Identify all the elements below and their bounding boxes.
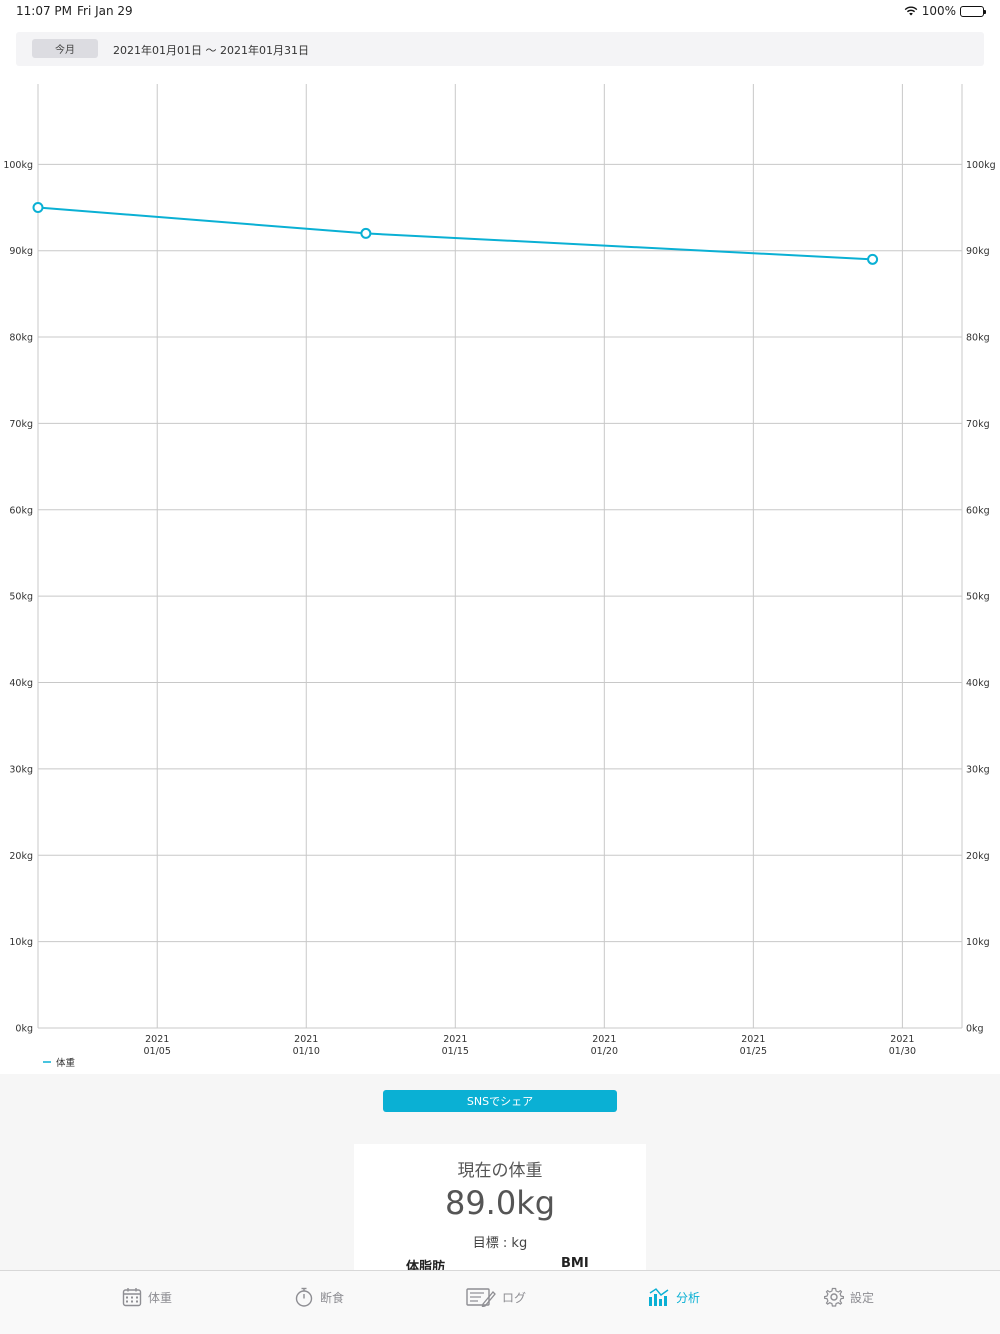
y-tick-label-right: 30kg (966, 764, 990, 775)
tab-analysis-label: 分析 (676, 1290, 701, 1305)
date-range-bar: 今月 2021年01月01日 〜 2021年01月31日 (16, 32, 984, 66)
y-tick-label-right: 0kg (966, 1024, 984, 1035)
y-tick-label-left: 90kg (9, 246, 33, 257)
battery-percent: 100% (921, 4, 956, 18)
data-point (32, 202, 44, 214)
y-tick-label-right: 20kg (966, 851, 990, 862)
y-tick-label-left: 10kg (9, 937, 33, 948)
x-tick-label-year: 2021 (741, 1034, 765, 1045)
x-tick-label-date: 01/10 (293, 1046, 320, 1057)
summary-area: SNSでシェア 現在の体重 89.0kg 目標 : kg 体脂肪 BMI (0, 1074, 1000, 1274)
current-weight-value: 89.0kg (444, 1184, 556, 1222)
y-tick-label-right: 10kg (966, 937, 990, 948)
status-date: Fri Jan 29 (77, 4, 133, 18)
data-point (867, 253, 879, 265)
tab-weight[interactable]: 体重 (122, 1285, 172, 1309)
x-tick-label-year: 2021 (145, 1034, 169, 1045)
y-tick-label-left: 40kg (9, 678, 33, 689)
tab-analysis[interactable]: 分析 (648, 1285, 700, 1309)
this-month-button[interactable]: 今月 (32, 39, 98, 58)
tab-settings-label: 設定 (850, 1290, 875, 1305)
weight-chart-svg: 0kg 0kg 10kg 10kg 20kg 20kg 30kg 30kg 40kg 40kg 50… (3, 84, 996, 1069)
x-tick-label-date: 01/05 (144, 1046, 171, 1057)
tab-settings[interactable]: 設定 (824, 1285, 874, 1309)
target-weight-text: 目標 : kg (472, 1236, 528, 1251)
gear-icon (824, 1287, 844, 1307)
y-tick-label-left: 0kg (15, 1024, 33, 1035)
current-weight-card: 現在の体重 89.0kg 目標 : kg 体脂肪 BMI (354, 1144, 646, 1274)
x-tick-label-date: 01/20 (591, 1046, 618, 1057)
calendar-icon (122, 1288, 142, 1307)
status-bar: 11:07 PM Fri Jan 29 100% (0, 0, 1000, 24)
tab-weight-label: 体重 (148, 1290, 173, 1305)
analysis-icon (649, 1288, 669, 1306)
bmi-label: BMI (561, 1256, 589, 1271)
battery-icon (960, 5, 986, 17)
y-tick-label-right: 40kg (966, 678, 990, 689)
y-tick-label-left: 70kg (9, 419, 33, 430)
y-tick-label-right: 90kg (966, 246, 990, 257)
stopwatch-icon (295, 1287, 313, 1307)
tab-log[interactable]: ログ (466, 1285, 526, 1309)
legend-label: 体重 (56, 1057, 76, 1069)
x-tick-label-year: 2021 (890, 1034, 914, 1045)
y-tick-label-right: 100kg (966, 160, 996, 171)
x-tick-label-year: 2021 (443, 1034, 467, 1045)
y-tick-label-left: 80kg (9, 333, 33, 344)
y-tick-label-left: 30kg (9, 764, 33, 775)
sns-share-button[interactable]: SNSでシェア (383, 1090, 617, 1112)
log-icon (466, 1288, 496, 1307)
date-range-text: 2021年01月01日 〜 2021年01月31日 (113, 44, 309, 57)
x-tick-label-year: 2021 (294, 1034, 318, 1045)
tab-log-label: ログ (502, 1290, 527, 1305)
x-tick-label-date: 01/30 (889, 1046, 916, 1057)
status-indicators: 100% (904, 4, 986, 18)
y-tick-label-right: 50kg (966, 592, 990, 603)
x-tick-label-date: 01/25 (740, 1046, 767, 1057)
y-tick-label-left: 50kg (9, 592, 33, 603)
tab-fasting[interactable]: 断食 (294, 1285, 344, 1309)
y-tick-label-right: 80kg (966, 333, 990, 344)
x-tick-label-year: 2021 (592, 1034, 616, 1045)
y-tick-label-left: 60kg (9, 505, 33, 516)
weight-chart: 0kg 0kg 10kg 10kg 20kg 20kg 30kg 30kg 40kg 40kg 50… (0, 76, 1000, 1076)
status-time: 11:07 PM (16, 4, 72, 18)
wifi-icon (904, 6, 917, 16)
y-tick-label-left: 100kg (3, 160, 33, 171)
tab-fasting-label: 断食 (320, 1290, 345, 1305)
y-tick-label-right: 70kg (966, 419, 990, 430)
y-tick-label-left: 20kg (9, 851, 33, 862)
data-point (360, 227, 372, 239)
y-tick-label-right: 60kg (966, 505, 990, 516)
tab-bar: 体重 断食 ログ 分析 設定 (0, 1270, 1000, 1334)
x-tick-label-date: 01/15 (442, 1046, 469, 1057)
current-weight-title: 現在の体重 (457, 1161, 543, 1181)
